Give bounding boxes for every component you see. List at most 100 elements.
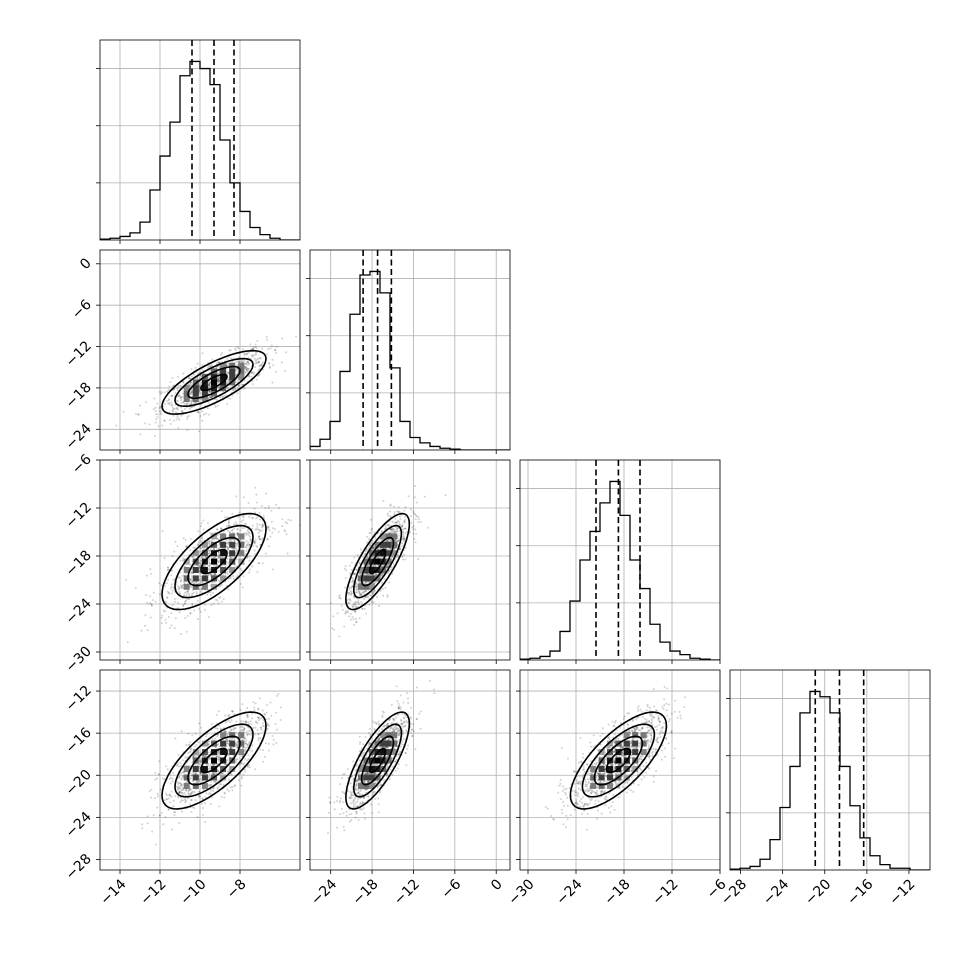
sample-point xyxy=(225,525,228,528)
sample-point xyxy=(251,744,254,747)
sample-point xyxy=(265,711,268,714)
sample-point xyxy=(170,574,173,577)
sample-point xyxy=(185,789,188,792)
sample-point xyxy=(226,758,229,761)
sample-point xyxy=(257,528,260,531)
sample-point xyxy=(279,706,282,709)
sample-point xyxy=(179,580,182,583)
sample-point xyxy=(245,367,248,370)
sample-point xyxy=(402,537,405,540)
sample-point xyxy=(224,394,227,397)
sample-point xyxy=(396,731,399,734)
sample-point xyxy=(202,754,205,757)
sample-point xyxy=(180,409,183,412)
density-cell xyxy=(220,368,227,375)
sample-point xyxy=(396,555,399,558)
sample-point xyxy=(137,413,140,416)
sample-point xyxy=(178,791,181,794)
density-cell xyxy=(238,749,245,756)
sample-point xyxy=(356,553,359,556)
sample-point xyxy=(217,551,220,554)
sample-point xyxy=(254,346,257,349)
sample-point xyxy=(244,362,247,365)
sample-point xyxy=(163,402,166,405)
sample-point xyxy=(272,743,275,746)
sample-point xyxy=(152,599,155,602)
sample-point xyxy=(156,793,159,796)
sample-point xyxy=(154,421,157,424)
density-cell xyxy=(201,583,208,590)
sample-point xyxy=(401,523,404,526)
sample-point xyxy=(377,811,380,814)
sample-point xyxy=(246,543,249,546)
sample-point xyxy=(397,506,400,509)
sample-point xyxy=(391,555,394,558)
sample-point xyxy=(208,382,211,385)
sample-point xyxy=(241,746,244,749)
sample-point xyxy=(185,789,188,792)
sample-point xyxy=(248,766,251,769)
sample-point xyxy=(267,742,270,745)
sample-point xyxy=(366,595,369,598)
sample-point xyxy=(351,578,354,581)
contour-2-0-0 xyxy=(200,548,228,575)
sample-point xyxy=(254,538,257,541)
sample-point xyxy=(190,571,193,574)
density-cell xyxy=(211,583,217,590)
contour-3-0-2 xyxy=(174,723,254,798)
sample-point xyxy=(229,349,232,352)
sample-point xyxy=(357,601,360,604)
sample-point xyxy=(181,810,184,813)
density-cell xyxy=(363,575,370,582)
sample-point xyxy=(355,591,358,594)
density-cell xyxy=(369,583,376,590)
sample-point xyxy=(166,568,169,571)
sample-point xyxy=(202,413,205,416)
density-cell xyxy=(229,550,236,557)
sample-point xyxy=(156,413,159,416)
sample-point xyxy=(192,754,195,757)
sample-point xyxy=(177,762,180,765)
sample-point xyxy=(160,413,163,416)
sample-point xyxy=(226,573,229,576)
sample-point xyxy=(186,756,189,759)
sample-point xyxy=(352,794,355,797)
sample-point xyxy=(231,512,234,515)
sample-point xyxy=(355,587,358,590)
sample-point xyxy=(252,516,255,519)
sample-point xyxy=(159,392,162,395)
sample-point xyxy=(197,794,200,797)
sample-point xyxy=(252,346,255,349)
sample-point xyxy=(172,408,175,411)
sample-point xyxy=(167,566,170,569)
sample-point xyxy=(191,581,194,584)
sample-point xyxy=(209,562,212,565)
sample-point xyxy=(246,714,249,717)
sample-point xyxy=(354,611,357,614)
sample-point xyxy=(217,710,220,713)
sample-point xyxy=(181,794,184,797)
sample-point xyxy=(348,588,351,591)
sample-point xyxy=(195,592,198,595)
sample-point xyxy=(227,714,230,717)
sample-point xyxy=(404,518,407,521)
sample-point xyxy=(257,716,260,719)
sample-point xyxy=(170,394,173,397)
sample-point xyxy=(194,772,197,775)
sample-point xyxy=(254,541,257,544)
sample-point xyxy=(232,728,235,731)
sample-point xyxy=(227,748,230,751)
density-cell xyxy=(183,384,190,391)
sample-point xyxy=(358,735,361,738)
sample-point xyxy=(411,526,414,529)
sample-point xyxy=(427,526,430,529)
sample-point xyxy=(180,799,183,802)
sample-point xyxy=(126,641,129,644)
sample-point xyxy=(366,572,369,575)
sample-point xyxy=(177,385,180,388)
sample-point xyxy=(185,590,188,593)
sample-point xyxy=(388,525,391,528)
sample-point xyxy=(191,734,194,737)
sample-point xyxy=(166,566,169,569)
sample-point xyxy=(189,741,192,744)
